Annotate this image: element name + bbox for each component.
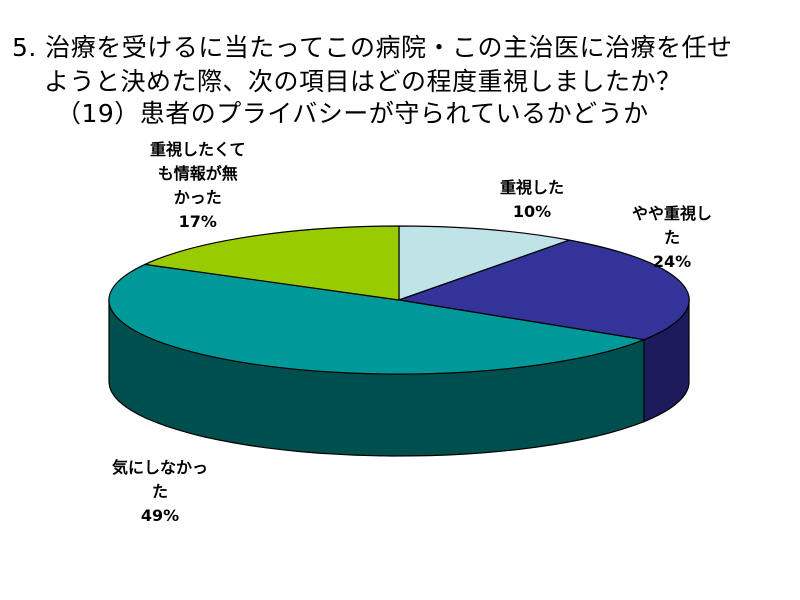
label-joho-ga-nakatta: 重視したくて も情報が無 かった 17% bbox=[150, 138, 246, 234]
label-pct: 24% bbox=[652, 252, 692, 271]
label-text: も情報が無 bbox=[157, 164, 238, 183]
label-text: 気にしなかっ bbox=[112, 458, 209, 477]
label-text: 重視した bbox=[500, 178, 565, 197]
chart-title: 5. 治療を受けるに当たってこの病院・この主治医に治療を任せ ようと決めた際、次… bbox=[0, 0, 800, 130]
label-text: やや重視し bbox=[632, 204, 713, 223]
title-line-1: 5. 治療を受けるに当たってこの病院・この主治医に治療を任せ bbox=[12, 33, 733, 62]
slice-jushi-shita bbox=[398, 225, 571, 301]
label-jushi-shita: 重視した 10% bbox=[500, 176, 564, 224]
title-line-3: （19）患者のプライバシーが守られているかどうか bbox=[56, 99, 649, 128]
label-yaya-jushi-shita: やや重視し た 24% bbox=[632, 202, 712, 274]
label-text: た bbox=[664, 228, 681, 247]
slice-yaya-jushi-shita bbox=[398, 239, 690, 341]
title-line-2: ようと決めた際、次の項目はどの程度重視しましたか？ bbox=[44, 67, 682, 96]
label-pct: 10% bbox=[512, 202, 552, 221]
label-pct: 17% bbox=[178, 212, 217, 231]
label-text: 重視したくて bbox=[150, 140, 246, 159]
label-text: た bbox=[152, 482, 169, 501]
slice-joho-ga-nakatta bbox=[144, 225, 400, 301]
label-pct: 49% bbox=[140, 506, 180, 525]
slice-ki-ni-shinakatta bbox=[108, 263, 645, 375]
label-text: かった bbox=[173, 188, 222, 207]
label-ki-ni-shinakatta: 気にしなかっ た 49% bbox=[112, 456, 208, 528]
